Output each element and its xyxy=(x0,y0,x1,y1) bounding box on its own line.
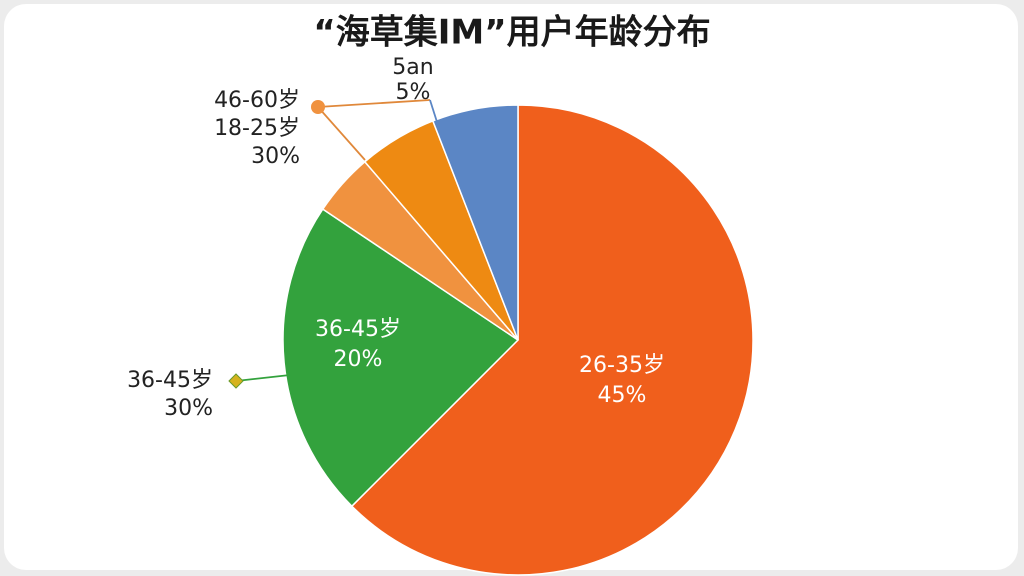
annotation-text: 26-35岁 xyxy=(579,353,665,378)
leader-line xyxy=(235,374,291,382)
annotation-text: 46-60岁 xyxy=(214,88,300,113)
annotation-text: 5an xyxy=(392,55,433,80)
leader-line xyxy=(429,99,438,123)
annotation-text: 30% xyxy=(164,396,213,421)
annotation-text: 20% xyxy=(334,347,383,372)
annotation-text: 18-25岁 xyxy=(214,116,300,141)
leader-line xyxy=(317,106,366,161)
chart-title: “海草集IM”用户年龄分布 xyxy=(313,13,710,53)
annotation-text: 45% xyxy=(598,383,647,408)
pie-slice xyxy=(350,104,754,576)
pie-slice xyxy=(431,104,519,341)
marker xyxy=(311,100,325,114)
leader-line xyxy=(317,99,431,108)
annotation-text: 36-45岁 xyxy=(315,317,401,342)
annotation-text: 30% xyxy=(251,144,300,169)
pie-slice xyxy=(282,208,520,508)
marker xyxy=(228,373,244,389)
annotation-text: 5% xyxy=(396,80,431,105)
annotation-text: 36-45岁 xyxy=(127,368,213,393)
